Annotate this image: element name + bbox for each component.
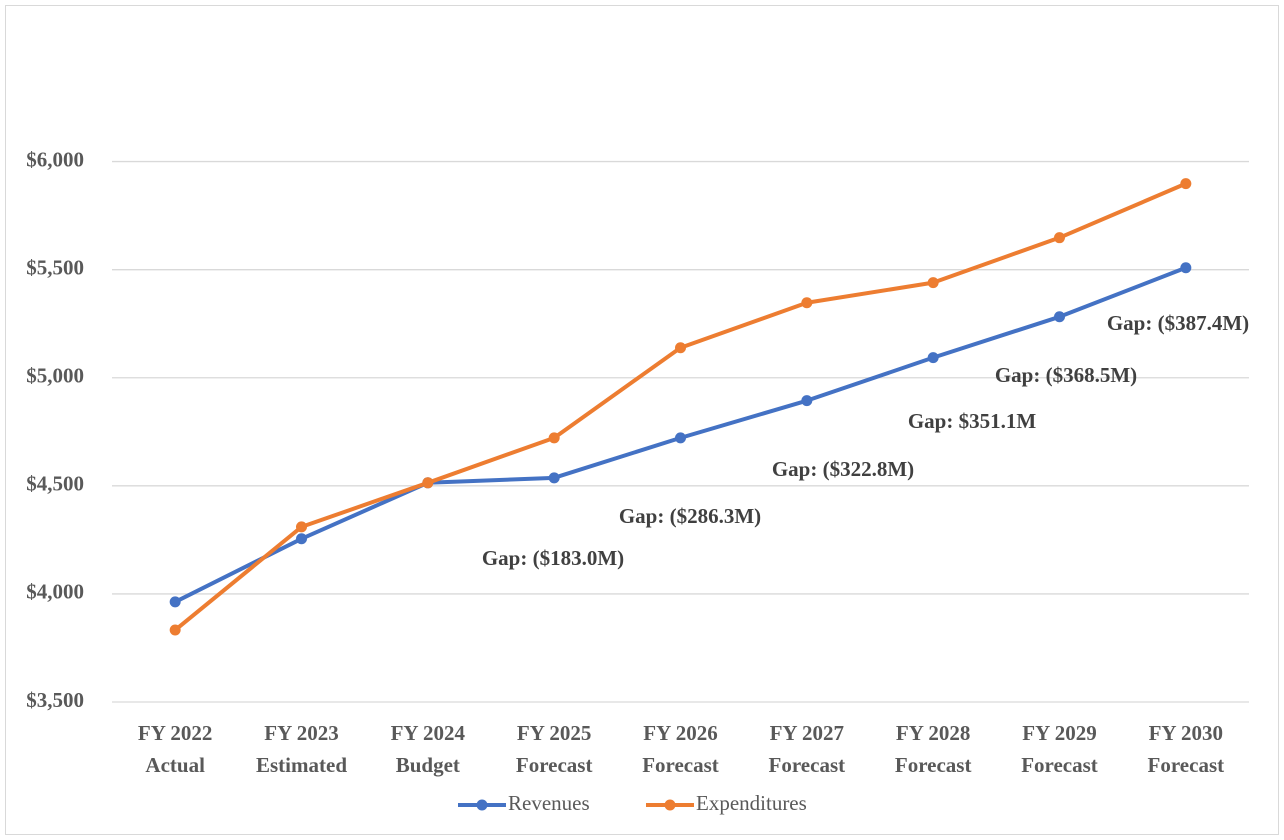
data-point bbox=[1180, 262, 1192, 274]
data-point bbox=[169, 624, 181, 636]
y-tick-label: $4,500 bbox=[26, 472, 84, 496]
data-point bbox=[801, 297, 813, 309]
data-point bbox=[296, 521, 307, 533]
x-tick-label: FY 2023 bbox=[264, 721, 338, 745]
data-point bbox=[1054, 311, 1065, 323]
legend-label: Expenditures bbox=[696, 791, 807, 815]
data-point bbox=[422, 477, 434, 489]
x-tick-label: FY 2025 bbox=[517, 721, 591, 745]
data-point bbox=[927, 277, 939, 289]
legend-label: Revenues bbox=[508, 791, 590, 815]
y-tick-label: $6,000 bbox=[26, 147, 84, 171]
x-tick-label: FY 2026 bbox=[643, 721, 717, 745]
x-tick-label: Forecast bbox=[895, 753, 972, 777]
x-tick-label: Actual bbox=[145, 753, 205, 777]
x-tick-label: Forecast bbox=[769, 753, 846, 777]
x-tick-label: FY 2030 bbox=[1149, 721, 1223, 745]
x-tick-label: Forecast bbox=[1021, 753, 1098, 777]
legend-marker bbox=[476, 799, 488, 811]
gap-annotation: Gap: ($368.5M) bbox=[995, 363, 1137, 387]
gap-annotation: Gap: ($387.4M) bbox=[1107, 311, 1249, 335]
gap-annotation: Gap: ($183.0M) bbox=[482, 546, 624, 570]
y-tick-label: $4,000 bbox=[26, 580, 84, 604]
chart-border bbox=[5, 5, 1279, 835]
gap-annotation: Gap: ($286.3M) bbox=[619, 504, 761, 528]
x-tick-label: FY 2027 bbox=[770, 721, 844, 745]
legend-marker bbox=[664, 799, 676, 811]
data-point bbox=[548, 432, 560, 444]
data-point bbox=[927, 352, 939, 364]
data-point bbox=[675, 432, 686, 444]
y-tick-label: $5,000 bbox=[26, 364, 84, 388]
data-point bbox=[548, 472, 560, 484]
x-tick-label: Forecast bbox=[516, 753, 593, 777]
x-tick-label: Forecast bbox=[642, 753, 719, 777]
y-tick-label: $3,500 bbox=[26, 688, 84, 712]
y-tick-label: $5,500 bbox=[26, 255, 84, 279]
gap-annotation: Gap: ($322.8M) bbox=[772, 457, 914, 481]
x-tick-label: FY 2024 bbox=[391, 721, 466, 745]
data-point bbox=[1054, 232, 1065, 244]
x-tick-label: FY 2022 bbox=[138, 721, 212, 745]
gap-annotation: Gap: $351.1M bbox=[908, 409, 1037, 433]
data-point bbox=[296, 533, 307, 545]
data-point bbox=[801, 395, 813, 407]
data-point bbox=[1180, 178, 1192, 190]
x-tick-label: Budget bbox=[396, 753, 460, 777]
x-tick-label: Estimated bbox=[256, 753, 347, 777]
x-tick-label: FY 2028 bbox=[896, 721, 970, 745]
data-point bbox=[169, 596, 181, 608]
x-tick-label: Forecast bbox=[1148, 753, 1225, 777]
data-point bbox=[675, 342, 686, 354]
x-tick-label: FY 2029 bbox=[1022, 721, 1096, 745]
